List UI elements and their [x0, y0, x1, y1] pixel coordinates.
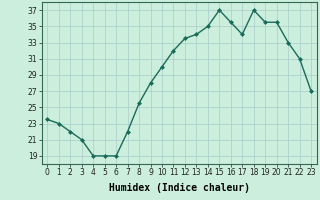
X-axis label: Humidex (Indice chaleur): Humidex (Indice chaleur) — [109, 183, 250, 193]
